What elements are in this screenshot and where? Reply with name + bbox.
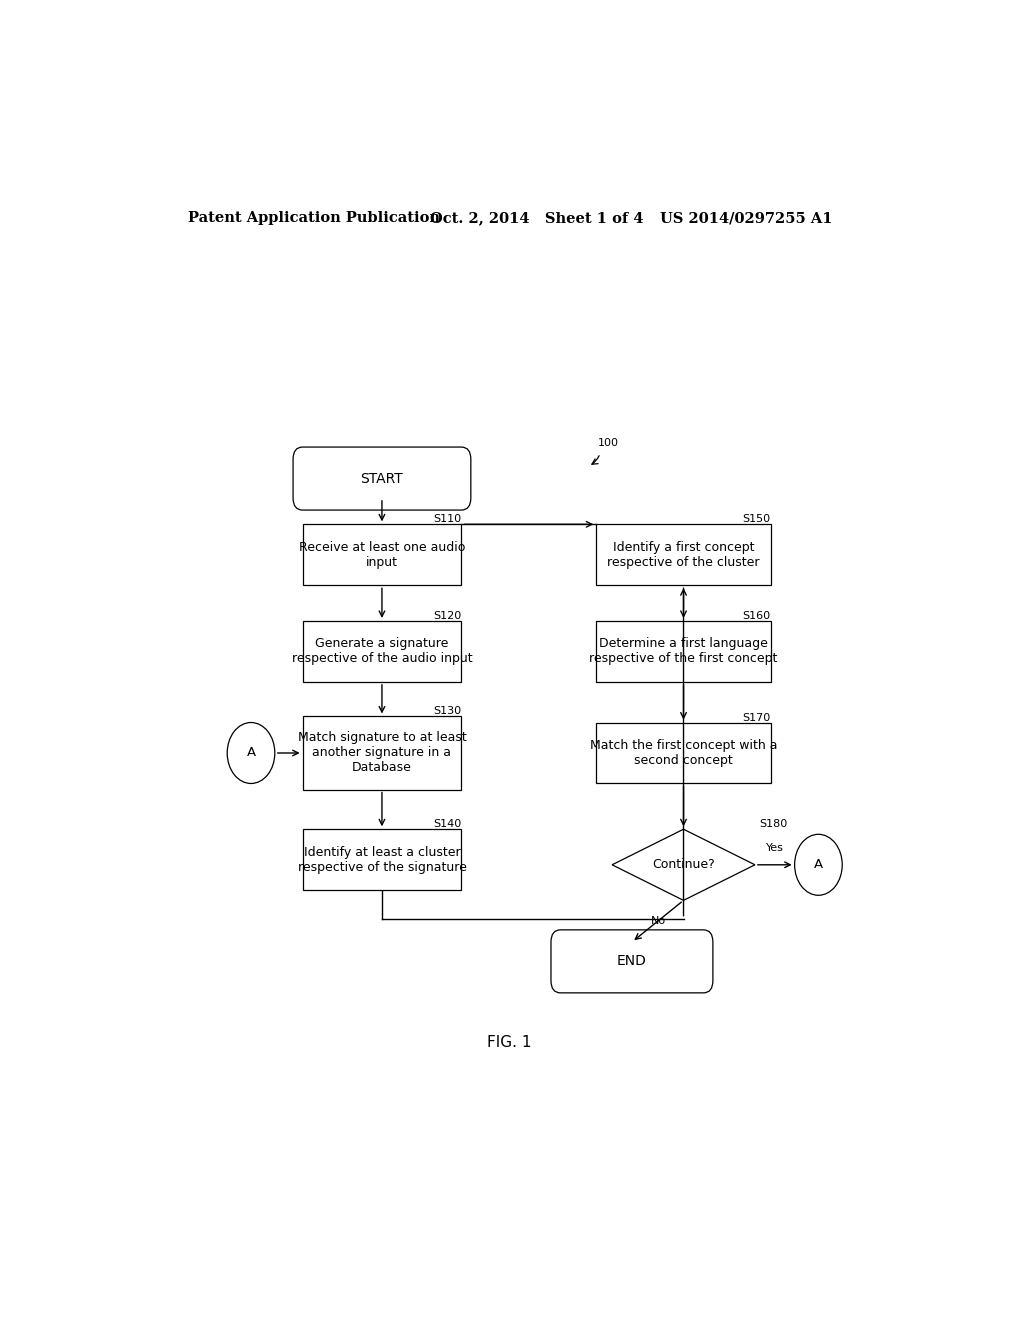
Circle shape: [227, 722, 274, 784]
Polygon shape: [612, 829, 755, 900]
Text: US 2014/0297255 A1: US 2014/0297255 A1: [659, 211, 833, 226]
FancyBboxPatch shape: [303, 524, 462, 585]
Text: S110: S110: [433, 515, 462, 524]
Text: START: START: [360, 471, 403, 486]
Text: Match signature to at least
another signature in a
Database: Match signature to at least another sign…: [298, 731, 466, 775]
Circle shape: [795, 834, 842, 895]
Text: No: No: [651, 916, 666, 927]
Text: Patent Application Publication: Patent Application Publication: [187, 211, 439, 226]
Text: A: A: [247, 747, 256, 759]
Text: Yes: Yes: [766, 842, 783, 853]
FancyBboxPatch shape: [596, 620, 771, 682]
Text: S160: S160: [742, 611, 771, 620]
Text: 100: 100: [598, 438, 618, 447]
Text: Identify a first concept
respective of the cluster: Identify a first concept respective of t…: [607, 541, 760, 569]
FancyBboxPatch shape: [303, 829, 462, 890]
FancyBboxPatch shape: [303, 717, 462, 789]
Text: Oct. 2, 2014   Sheet 1 of 4: Oct. 2, 2014 Sheet 1 of 4: [430, 211, 643, 226]
Text: END: END: [617, 954, 647, 969]
FancyBboxPatch shape: [596, 722, 771, 784]
Text: S170: S170: [742, 713, 771, 722]
FancyBboxPatch shape: [551, 929, 713, 993]
Text: A: A: [814, 858, 823, 871]
Text: Match the first concept with a
second concept: Match the first concept with a second co…: [590, 739, 777, 767]
Text: S150: S150: [742, 515, 771, 524]
Text: FIG. 1: FIG. 1: [486, 1035, 531, 1051]
Text: S120: S120: [433, 611, 462, 620]
Text: S180: S180: [759, 820, 787, 829]
Text: Determine a first language
respective of the first concept: Determine a first language respective of…: [590, 638, 777, 665]
FancyBboxPatch shape: [303, 620, 462, 682]
Text: Receive at least one audio
input: Receive at least one audio input: [299, 541, 465, 569]
Text: Identify at least a cluster
respective of the signature: Identify at least a cluster respective o…: [298, 846, 466, 874]
Text: Continue?: Continue?: [652, 858, 715, 871]
FancyBboxPatch shape: [596, 524, 771, 585]
FancyBboxPatch shape: [293, 447, 471, 510]
Text: S130: S130: [433, 706, 462, 717]
Text: S140: S140: [433, 820, 462, 829]
Text: Generate a signature
respective of the audio input: Generate a signature respective of the a…: [292, 638, 472, 665]
